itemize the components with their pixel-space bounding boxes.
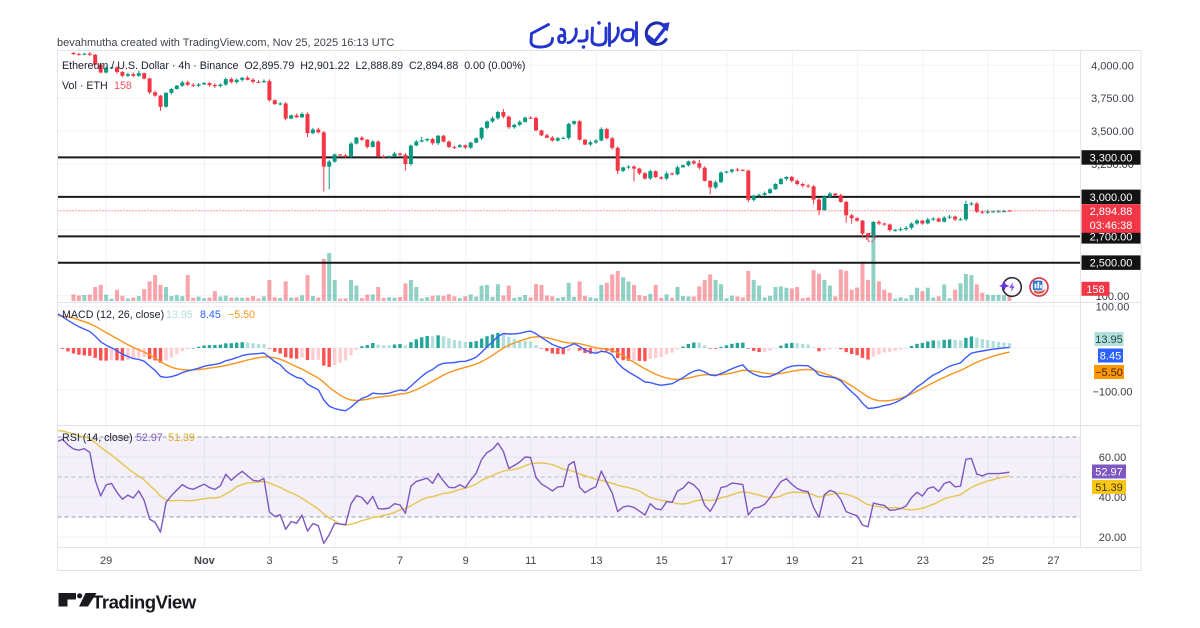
svg-text:52.97: 52.97 [1095,467,1123,479]
svg-text:Nov: Nov [194,555,216,567]
svg-text:8.45: 8.45 [200,309,221,321]
svg-text:19: 19 [786,555,798,567]
svg-text:13: 13 [590,555,602,567]
svg-text:2,500.00: 2,500.00 [1090,258,1133,270]
svg-text:60.00: 60.00 [1099,452,1127,464]
svg-text:27: 27 [1047,555,1059,567]
svg-text:3,000.00: 3,000.00 [1090,192,1133,204]
svg-text:17: 17 [721,555,733,567]
svg-text:−5.50: −5.50 [228,309,255,321]
svg-text:bevahmutha created with Tradin: bevahmutha created with TradingView.com,… [57,37,394,49]
svg-text:MACD (12, 26, close): MACD (12, 26, close) [62,309,164,321]
svg-text:03:46:38: 03:46:38 [1090,220,1133,232]
svg-text:13.95: 13.95 [166,309,193,321]
svg-text:100.00: 100.00 [1096,302,1130,314]
svg-text:Ethereum / U.S. Dollar · 4h ·: Ethereum / U.S. Dollar · 4h · Binance O2… [62,60,525,72]
svg-text:51.39: 51.39 [168,432,195,444]
svg-text:2,700.00: 2,700.00 [1090,231,1133,243]
svg-text:25: 25 [982,555,994,567]
svg-text:3,750.00: 3,750.00 [1091,93,1134,105]
svg-text:158: 158 [114,80,132,92]
svg-text:4,000.00: 4,000.00 [1091,60,1134,72]
svg-text:8.45: 8.45 [1100,351,1121,363]
svg-text:3,300.00: 3,300.00 [1090,152,1133,164]
svg-text:5: 5 [332,555,338,567]
svg-text:2,894.88: 2,894.88 [1090,206,1133,218]
svg-text:40.00: 40.00 [1099,492,1127,504]
svg-text:−5.50: −5.50 [1095,367,1123,379]
svg-text:RSI (14, close): RSI (14, close) [62,432,133,444]
svg-text:21: 21 [851,555,863,567]
svg-text:3: 3 [266,555,272,567]
svg-text:52.97: 52.97 [136,432,163,444]
svg-text:7: 7 [397,555,403,567]
svg-text:13.95: 13.95 [1095,334,1123,346]
svg-text:TradingView: TradingView [92,592,197,613]
svg-text:11: 11 [525,555,536,567]
svg-text:51.39: 51.39 [1095,482,1123,494]
svg-text:3,500.00: 3,500.00 [1091,126,1134,138]
svg-text:15: 15 [656,555,668,567]
svg-text:23: 23 [917,555,929,567]
svg-text:158: 158 [1086,284,1104,296]
svg-text:−100.00: −100.00 [1092,387,1132,399]
svg-text:29: 29 [100,555,112,567]
svg-text:20.00: 20.00 [1099,532,1127,544]
svg-text:Vol · ETH: Vol · ETH [62,80,108,92]
svg-text:9: 9 [463,555,469,567]
